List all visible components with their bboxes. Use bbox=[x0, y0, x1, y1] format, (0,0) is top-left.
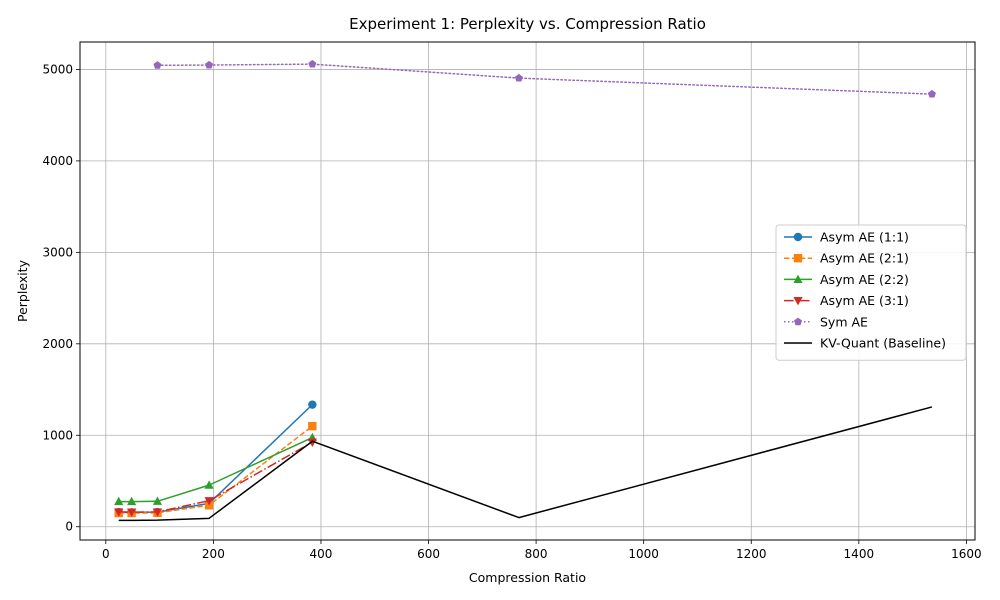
legend-label: KV-Quant (Baseline) bbox=[820, 336, 946, 351]
legend-marker bbox=[793, 274, 803, 283]
legend-label: Asym AE (3:1) bbox=[820, 293, 909, 308]
y-axis-label: Perplexity bbox=[15, 259, 30, 322]
data-point bbox=[114, 508, 124, 517]
x-tick-label: 1400 bbox=[844, 547, 875, 561]
x-tick-label: 0 bbox=[102, 547, 110, 561]
legend-label: Asym AE (2:2) bbox=[820, 272, 909, 287]
chart-title: Experiment 1: Perplexity vs. Compression… bbox=[349, 15, 706, 33]
x-tick-label: 400 bbox=[310, 547, 333, 561]
data-point bbox=[127, 508, 137, 517]
x-tick-label: 1600 bbox=[951, 547, 982, 561]
legend-box bbox=[775, 224, 967, 361]
series-4 bbox=[153, 59, 936, 98]
series-line bbox=[118, 406, 933, 522]
y-tick-label: 0 bbox=[65, 520, 73, 534]
data-point bbox=[204, 480, 214, 489]
data-point bbox=[308, 400, 317, 409]
legend-label: Asym AE (2:1) bbox=[820, 251, 909, 266]
legend-label: Asym AE (1:1) bbox=[820, 230, 909, 245]
legend-entry: Asym AE (2:1) bbox=[784, 251, 909, 266]
series-group bbox=[114, 59, 936, 522]
legend-entry: KV-Quant (Baseline) bbox=[784, 336, 946, 351]
x-axis-label: Compression Ratio bbox=[469, 570, 586, 585]
y-tick-label: 2000 bbox=[42, 337, 73, 351]
series-line bbox=[118, 425, 313, 514]
series-5 bbox=[118, 406, 933, 522]
x-tick-label: 1200 bbox=[736, 547, 767, 561]
legend-entry: Asym AE (3:1) bbox=[784, 293, 909, 308]
y-tick-label: 4000 bbox=[42, 154, 73, 168]
axis-ticks: 0 200 400 600 800 1000 1200 1400 1600 0 1000 2000 30… bbox=[42, 62, 981, 561]
y-tick-label: 5000 bbox=[42, 62, 73, 76]
series-3 bbox=[114, 438, 317, 517]
legend-entry: Asym AE (2:2) bbox=[784, 272, 909, 287]
data-point bbox=[927, 89, 936, 98]
legend-entry: Asym AE (1:1) bbox=[784, 230, 909, 245]
y-tick-label: 3000 bbox=[42, 245, 73, 259]
legend-marker bbox=[793, 297, 803, 306]
data-point bbox=[514, 73, 523, 82]
plot-area-frame bbox=[79, 41, 976, 541]
legend-marker bbox=[793, 232, 803, 242]
legend-marker bbox=[794, 317, 802, 326]
x-tick-label: 200 bbox=[202, 547, 225, 561]
data-point bbox=[205, 60, 214, 69]
legend-label: Sym AE bbox=[820, 314, 868, 329]
data-point bbox=[308, 59, 317, 68]
x-tick-label: 800 bbox=[525, 547, 548, 561]
data-point bbox=[152, 496, 163, 505]
x-tick-label: 600 bbox=[417, 547, 440, 561]
data-point bbox=[153, 61, 162, 69]
data-point bbox=[307, 438, 317, 447]
legend-entry: Sym AE bbox=[784, 314, 868, 329]
data-point bbox=[127, 496, 137, 506]
data-point bbox=[114, 496, 124, 506]
series-2 bbox=[114, 432, 317, 506]
legend: Asym AE (1:1) Asym AE (2:1) Asym AE (2:2) A… bbox=[775, 224, 967, 361]
legend-marker bbox=[793, 254, 803, 263]
data-point bbox=[152, 508, 163, 517]
y-tick-label: 1000 bbox=[42, 428, 73, 442]
x-tick-label: 1000 bbox=[628, 547, 659, 561]
data-point bbox=[204, 497, 214, 506]
data-point bbox=[308, 421, 317, 431]
series-line bbox=[156, 63, 933, 95]
